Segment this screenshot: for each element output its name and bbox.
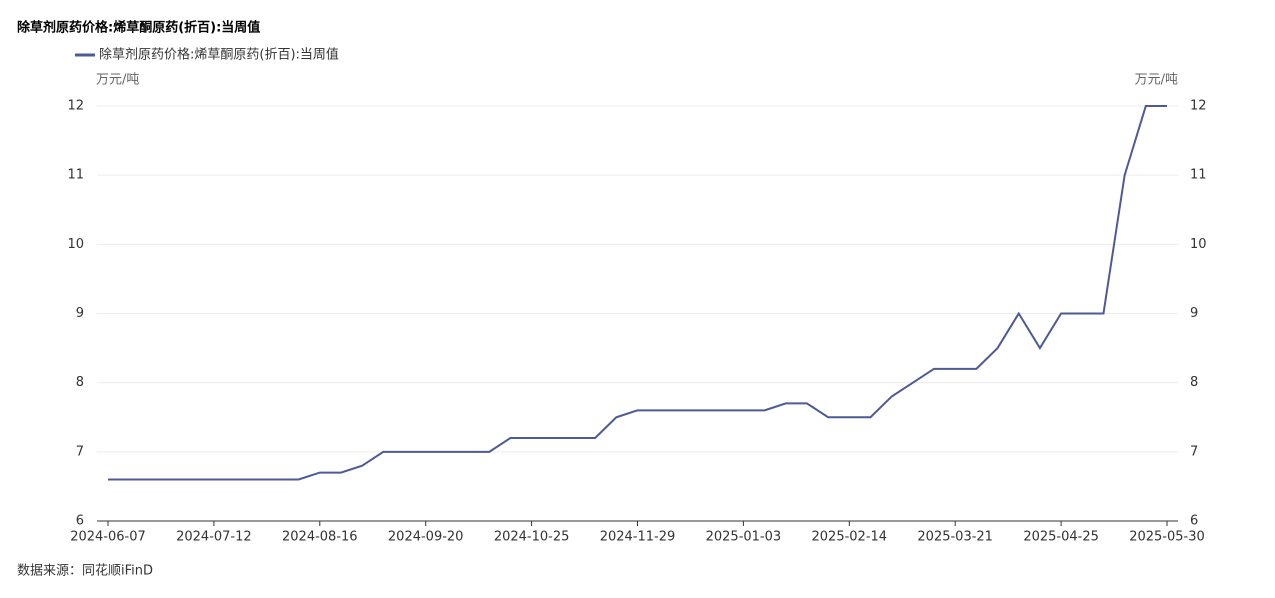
legend-label: 除草剂原药价格:烯草酮原药(折百):当周值 (99, 47, 339, 63)
y-tick-label: 8 (76, 375, 84, 390)
y2-tick-label: 6 (1190, 514, 1198, 529)
x-tick-label: 2024-11-29 (600, 530, 676, 545)
x-tick-label: 2025-01-03 (706, 530, 782, 545)
y2-tick-label: 12 (1190, 99, 1207, 114)
y2-axis-unit: 万元/吨 (1135, 73, 1178, 88)
series-line (108, 105, 1167, 481)
source-note: 数据来源：同花顺iFinD (17, 563, 153, 579)
x-tick-label: 2025-02-14 (812, 530, 888, 545)
y-tick-label: 11 (67, 168, 84, 183)
y2-tick-label: 9 (1190, 306, 1198, 321)
y2-tick-label: 10 (1190, 237, 1207, 252)
x-tick-label: 2024-10-25 (494, 530, 570, 545)
x-tick-label: 2024-09-20 (388, 530, 464, 545)
x-tick-label: 2025-03-21 (917, 530, 993, 545)
y2-tick-label: 11 (1190, 168, 1207, 183)
x-tick-label: 2024-08-16 (282, 530, 358, 545)
y-tick-label: 7 (76, 444, 84, 459)
x-tick-label: 2024-06-07 (70, 530, 146, 545)
chart-title: 除草剂原药价格:烯草酮原药(折百):当周值 (17, 20, 260, 36)
y2-tick-label: 7 (1190, 444, 1198, 459)
x-tick-label: 2025-04-25 (1023, 530, 1099, 545)
y-tick-label: 12 (67, 99, 84, 114)
y-axis-unit: 万元/吨 (96, 73, 139, 88)
y2-tick-label: 8 (1190, 375, 1198, 390)
y-tick-label: 9 (76, 306, 84, 321)
y-tick-label: 6 (76, 514, 84, 529)
y-tick-label: 10 (67, 237, 84, 252)
x-tick-label: 2024-07-12 (176, 530, 252, 545)
x-tick-label: 2025-05-30 (1129, 530, 1205, 545)
